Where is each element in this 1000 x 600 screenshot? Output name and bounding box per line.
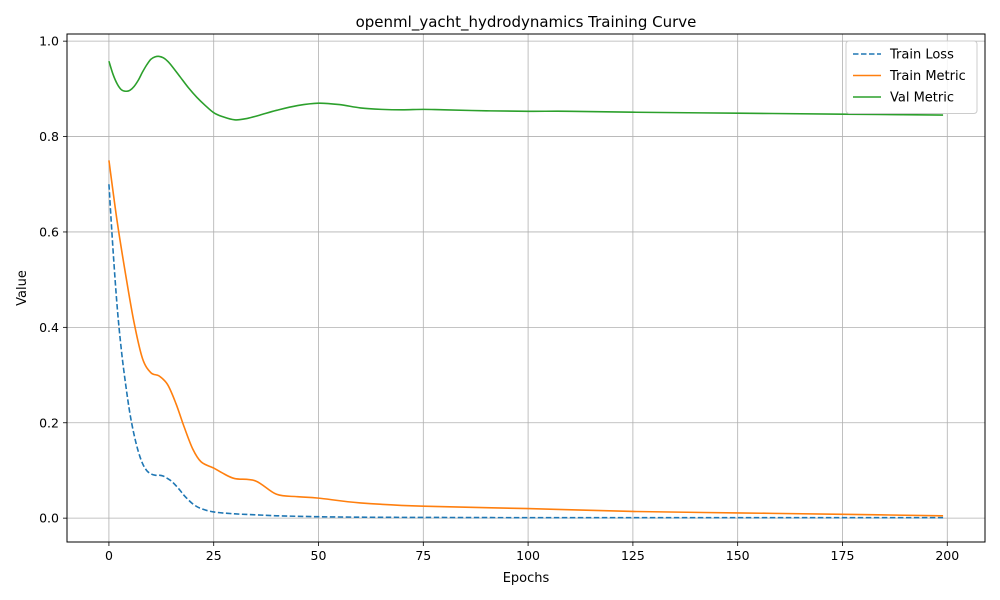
series-lines — [108, 55, 944, 519]
y-tick-label: 1.0 — [39, 34, 59, 49]
x-tick-label: 175 — [831, 548, 855, 563]
y-tick-label: 0.2 — [39, 415, 59, 430]
series-line-train-loss — [108, 184, 944, 519]
y-tick-label: 0.8 — [39, 129, 59, 144]
series-line-val-metric — [108, 55, 944, 121]
y-tick-label: 0.4 — [39, 320, 59, 335]
y-tick-label: 0.0 — [39, 511, 59, 526]
legend-label-val-metric: Val Metric — [890, 91, 954, 106]
x-tick-label: 0 — [105, 548, 113, 563]
x-tick-label: 75 — [415, 548, 431, 563]
x-axis-label: Epochs — [503, 571, 550, 586]
chart-title: openml_yacht_hydrodynamics Training Curv… — [356, 13, 697, 32]
legend-box — [845, 40, 978, 114]
x-tick-label: 125 — [621, 548, 645, 563]
legend-label-train-metric: Train Metric — [889, 69, 966, 84]
y-axis-label: Value — [15, 270, 30, 306]
x-tick-label: 200 — [935, 548, 959, 563]
series-line-train-metric — [108, 160, 944, 517]
legend: Train Loss Train Metric Val Metric — [845, 40, 978, 114]
legend-label-train-loss: Train Loss — [889, 48, 954, 63]
x-tick-label: 25 — [206, 548, 222, 563]
x-tick-label: 100 — [516, 548, 540, 563]
plot-frame — [66, 33, 986, 543]
axis-ticks: 0 25 50 75 100 125 150 175 200 0.0 0.2 0.4 0.6 0.8 1.0 — [39, 34, 959, 563]
x-tick-label: 50 — [311, 548, 327, 563]
x-tick-label: 150 — [726, 548, 750, 563]
y-tick-label: 0.6 — [39, 224, 59, 239]
